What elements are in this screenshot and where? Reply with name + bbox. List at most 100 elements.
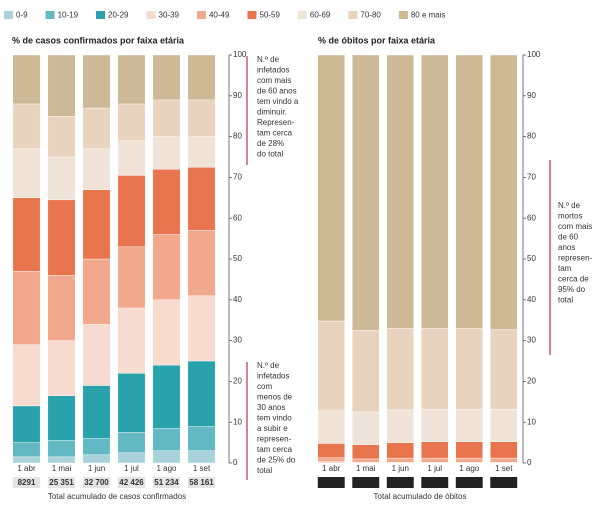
- y-tick-label: 0: [527, 458, 532, 467]
- y-tick-label: 10: [527, 417, 536, 426]
- bar-segment: [386, 457, 414, 463]
- bar-segment: [187, 136, 216, 168]
- bar-segment: [82, 385, 111, 439]
- annotation: N.º de: [257, 55, 280, 64]
- bar-segment: [82, 54, 111, 109]
- legend-swatch: [348, 11, 358, 19]
- bar-segment: [455, 408, 483, 442]
- annotation: tem vindo: [257, 414, 292, 423]
- bar-segment: [490, 54, 518, 330]
- bar-segment: [490, 441, 518, 459]
- legend-label: 40-49: [209, 11, 230, 20]
- bar-segment: [82, 107, 111, 150]
- total-box: [455, 477, 483, 488]
- annotation: anos: [558, 243, 575, 252]
- bar-segment: [421, 328, 449, 410]
- chart-title: % de óbitos por faixa etária: [318, 35, 436, 45]
- annotation: N.º de: [558, 201, 581, 210]
- bar-segment: [352, 458, 380, 463]
- x-tick-label: 1 jun: [392, 464, 409, 473]
- total-box: [421, 477, 449, 488]
- y-tick-label: 40: [233, 295, 242, 304]
- bar-segment: [421, 54, 449, 329]
- total-box: [152, 477, 181, 488]
- annotation: represen-: [558, 254, 593, 263]
- annotation: tam: [558, 264, 572, 273]
- legend-swatch: [45, 11, 55, 19]
- y-tick-label: 30: [233, 336, 242, 345]
- bar-segment: [82, 189, 111, 260]
- bar-segment: [317, 410, 345, 444]
- bar-segment: [47, 456, 76, 464]
- total-label: 8291: [18, 478, 36, 487]
- legend-swatch: [297, 11, 307, 19]
- bar-segment: [386, 442, 414, 459]
- annotation: de 25% do: [257, 456, 296, 465]
- bar-segment: [317, 320, 345, 411]
- bar-segment: [82, 148, 111, 190]
- bar-segment: [152, 299, 181, 366]
- annotation: a subir e: [257, 424, 288, 433]
- bar-segment: [455, 54, 483, 329]
- x-tick-label: 1 ago: [459, 464, 480, 473]
- bar-segment: [12, 197, 41, 272]
- y-tick-label: 0: [233, 458, 238, 467]
- bar-segment: [117, 432, 146, 453]
- bar-segment: [117, 246, 146, 309]
- annotation: Represen-: [257, 118, 295, 127]
- x-tick-label: 1 jul: [124, 464, 139, 473]
- legend-swatch: [96, 11, 106, 19]
- legend-label: 50-59: [259, 11, 280, 20]
- legend-swatch: [247, 11, 257, 19]
- y-tick-label: 50: [233, 254, 242, 263]
- annotation: com mais: [558, 222, 592, 231]
- x-tick-label: 1 jun: [88, 464, 105, 473]
- bar-segment: [187, 230, 216, 296]
- y-tick-label: 60: [527, 213, 536, 222]
- legend-label: 20-29: [108, 11, 129, 20]
- bar-segment: [187, 360, 216, 427]
- legend-label: 10-19: [58, 11, 79, 20]
- annotation: de 28%: [257, 139, 284, 148]
- bar-segment: [386, 409, 414, 443]
- bar-segment: [47, 156, 76, 201]
- y-tick-label: 70: [233, 173, 242, 182]
- bar-segment: [455, 328, 483, 410]
- annotation: N.º de: [257, 361, 280, 370]
- annotation: com mais: [257, 76, 291, 85]
- total-box: [82, 477, 111, 488]
- bar-segment: [152, 169, 181, 235]
- x-tick-label: 1 abr: [322, 464, 341, 473]
- bar-segment: [187, 295, 216, 362]
- total-box: [117, 477, 146, 488]
- bar-segment: [117, 103, 146, 141]
- legend-swatch: [146, 11, 156, 19]
- x-tick-label: 1 abr: [17, 464, 36, 473]
- bar-segment: [352, 444, 380, 460]
- annotation: com: [257, 382, 272, 391]
- total-label: 58 161: [189, 478, 214, 487]
- bar-segment: [386, 328, 414, 411]
- bar-segment: [490, 329, 518, 410]
- total-label: 51 234: [154, 478, 179, 487]
- bar-segment: [12, 344, 41, 407]
- bar-segment: [421, 441, 449, 459]
- bar-segment: [47, 115, 76, 158]
- y-tick-label: 100: [527, 50, 541, 59]
- bar-segment: [317, 443, 345, 458]
- chart-title: % de casos confirmados por faixa etária: [12, 35, 185, 45]
- bar-segment: [82, 258, 111, 325]
- annotation: tem vindo a: [257, 97, 299, 106]
- bar-segment: [187, 54, 216, 101]
- bar-segment: [82, 454, 111, 464]
- bar-segment: [47, 395, 76, 441]
- x-tick-label: 1 jul: [427, 464, 442, 473]
- bar-segment: [352, 330, 380, 413]
- y-tick-label: 100: [233, 50, 247, 59]
- bar-segment: [455, 441, 483, 459]
- bar-segment: [152, 136, 181, 170]
- total-box: [386, 477, 414, 488]
- bar-segment: [12, 405, 41, 443]
- legend-label: 0-9: [16, 11, 28, 20]
- bar-segment: [117, 373, 146, 433]
